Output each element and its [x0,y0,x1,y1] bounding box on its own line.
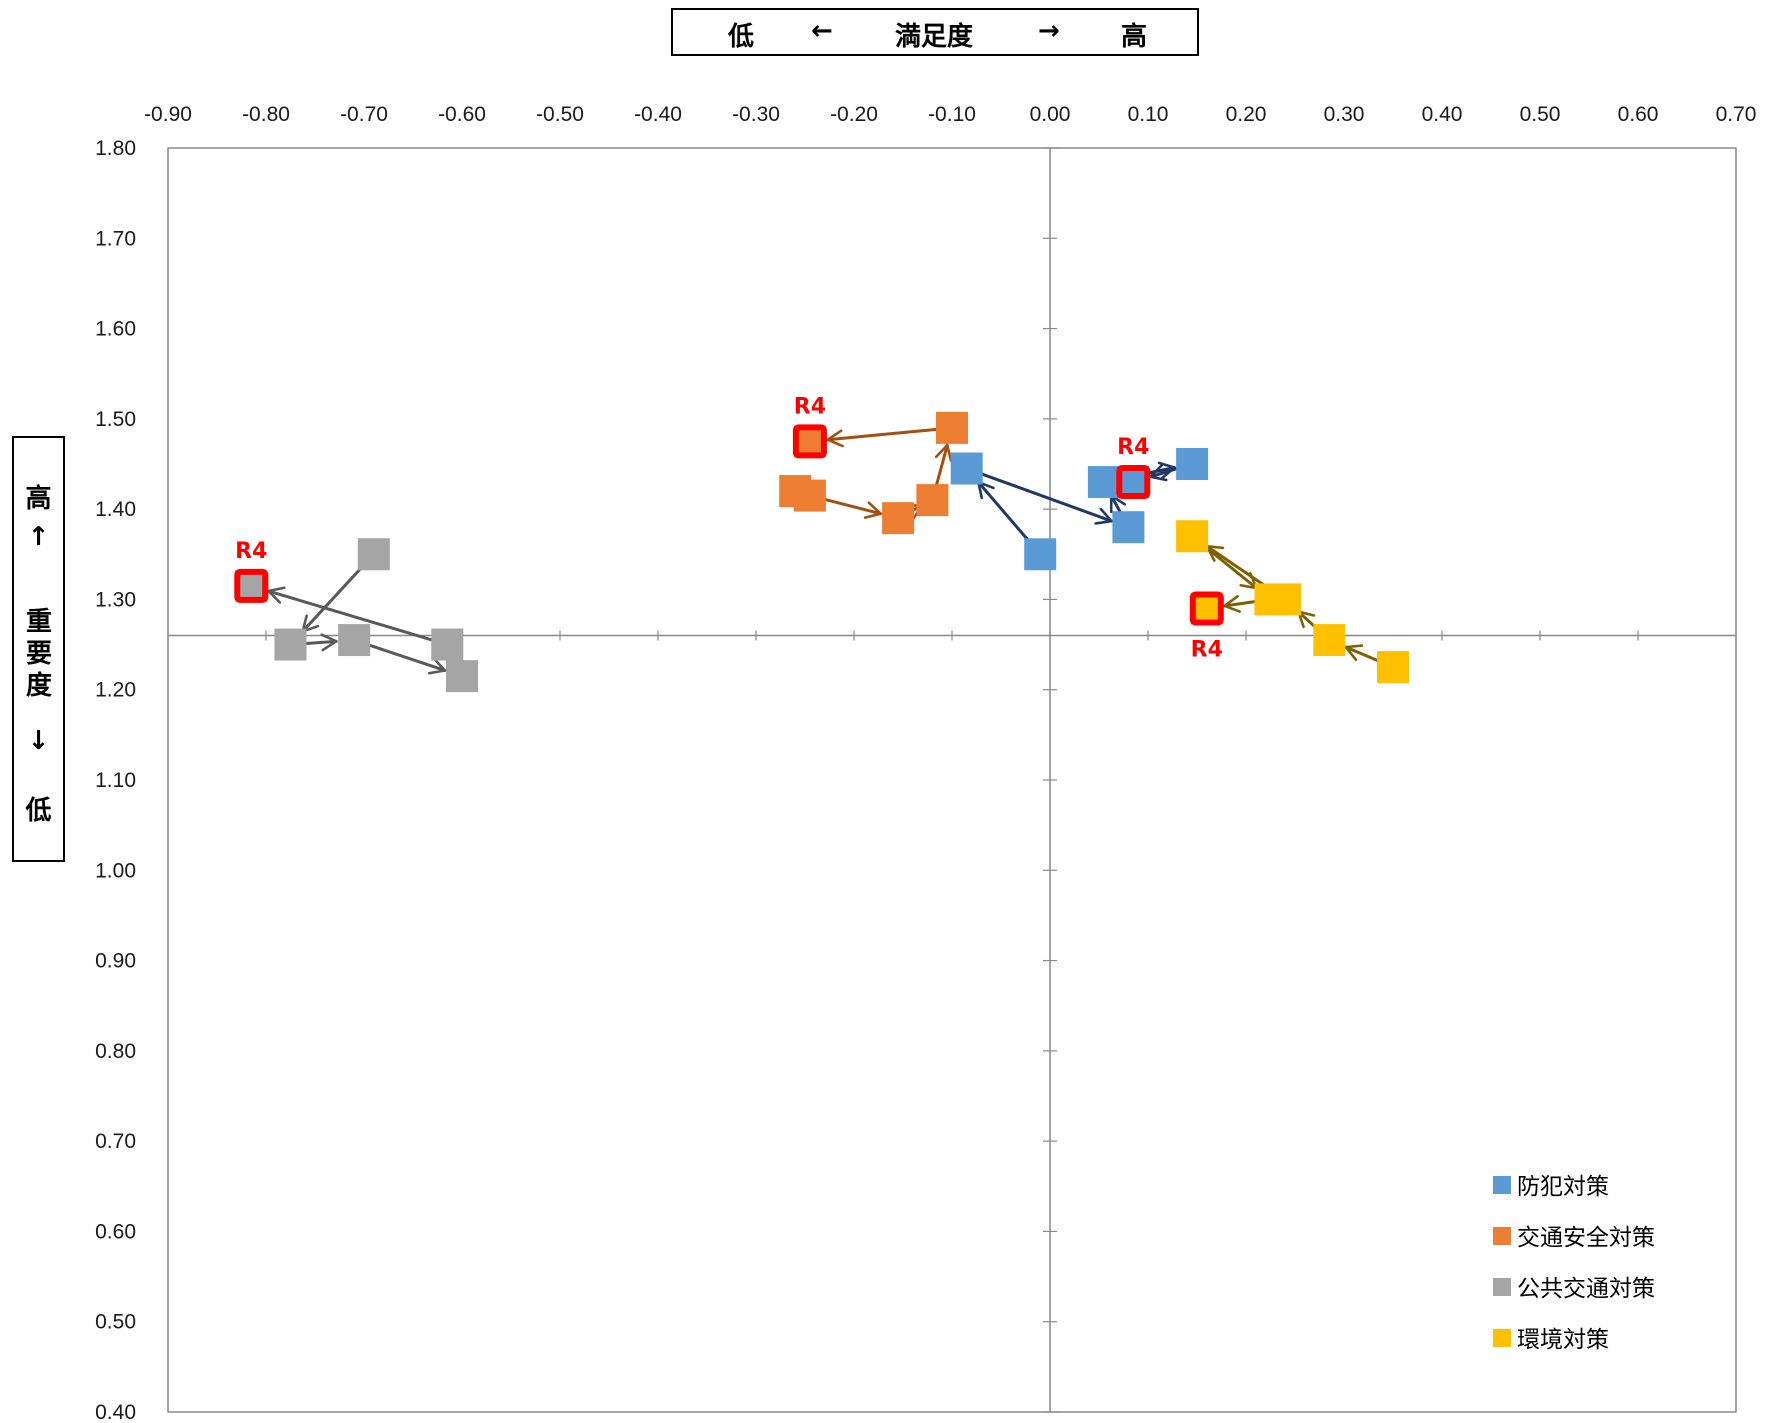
x-tick-label: 0.60 [1618,103,1659,126]
x-tick-label: 0.40 [1422,103,1463,126]
y-tick-label: 1.60 [95,318,136,341]
x-tick-label: 0.50 [1520,103,1561,126]
y-tick-label: 1.80 [95,137,136,160]
x-tick-label: 0.70 [1716,103,1757,126]
x-tick-labels: -0.90 -0.80 -0.70 -0.60 -0.50 -0.40 -0.30 -0.20… [144,103,1756,126]
y-tick-label: 0.40 [95,1401,136,1423]
legend-label: 交通安全対策 [1517,1225,1655,1251]
data-point [1176,448,1208,480]
data-point [358,538,390,570]
y-tick-label: 0.80 [95,1040,136,1063]
x-tick-label: 0.10 [1128,103,1169,126]
y-tick-label: 0.50 [95,1311,136,1334]
r4-label: R4 [794,394,826,419]
legend-label: 環境対策 [1517,1327,1609,1353]
y-tick-label: 1.20 [95,679,136,702]
legend-label: 公共交通対策 [1517,1276,1655,1302]
r4-label: R4 [1191,637,1223,662]
data-point [1176,520,1208,552]
y-tick-labels: 1.80 1.70 1.60 1.50 1.40 1.30 1.20 1.10 1.00 0.90… [95,137,136,1423]
data-point [446,660,478,692]
x-tick-label: -0.20 [830,103,878,126]
r4-label: R4 [1117,435,1149,460]
y-tick-label: 1.40 [95,498,136,521]
legend-swatch [1493,1278,1511,1296]
data-point [275,629,307,661]
data-point [1377,651,1409,683]
y-tick-label: 0.60 [95,1220,136,1243]
x-tick-label: -0.40 [634,103,682,126]
data-point [794,480,826,512]
legend-swatch [1493,1329,1511,1347]
r4-label: R4 [235,539,267,564]
data-point [1255,583,1287,615]
data-point [338,624,370,656]
y-tick-label: 0.70 [95,1130,136,1153]
y-tick-label: 1.50 [95,408,136,431]
y-tick-label: 1.00 [95,859,136,882]
x-tick-label: -0.70 [340,103,388,126]
x-tick-label: -0.10 [928,103,976,126]
data-point [1313,624,1345,656]
x-tick-label: 0.20 [1226,103,1267,126]
legend-swatch [1493,1176,1511,1194]
data-point [1088,466,1120,498]
x-tick-label: -0.30 [732,103,780,126]
x-tick-label: 0.30 [1324,103,1365,126]
y-tick-label: 0.90 [95,950,136,973]
legend-label: 防犯対策 [1517,1174,1609,1200]
data-point [916,484,948,516]
data-point [1024,538,1056,570]
legend-swatch [1493,1227,1511,1245]
data-point [882,502,914,534]
data-point [951,453,983,485]
data-point [936,412,968,444]
x-tick-label: -0.90 [144,103,192,126]
y-tick-label: 1.70 [95,227,136,250]
x-tick-label: -0.80 [242,103,290,126]
y-tick-label: 1.10 [95,769,136,792]
x-tick-label: -0.60 [438,103,486,126]
x-tick-label: 0.00 [1030,103,1071,126]
plot-area [168,148,1736,1412]
data-point [431,629,463,661]
y-tick-label: 1.30 [95,588,136,611]
data-point [1112,511,1144,543]
x-tick-label: -0.50 [536,103,584,126]
